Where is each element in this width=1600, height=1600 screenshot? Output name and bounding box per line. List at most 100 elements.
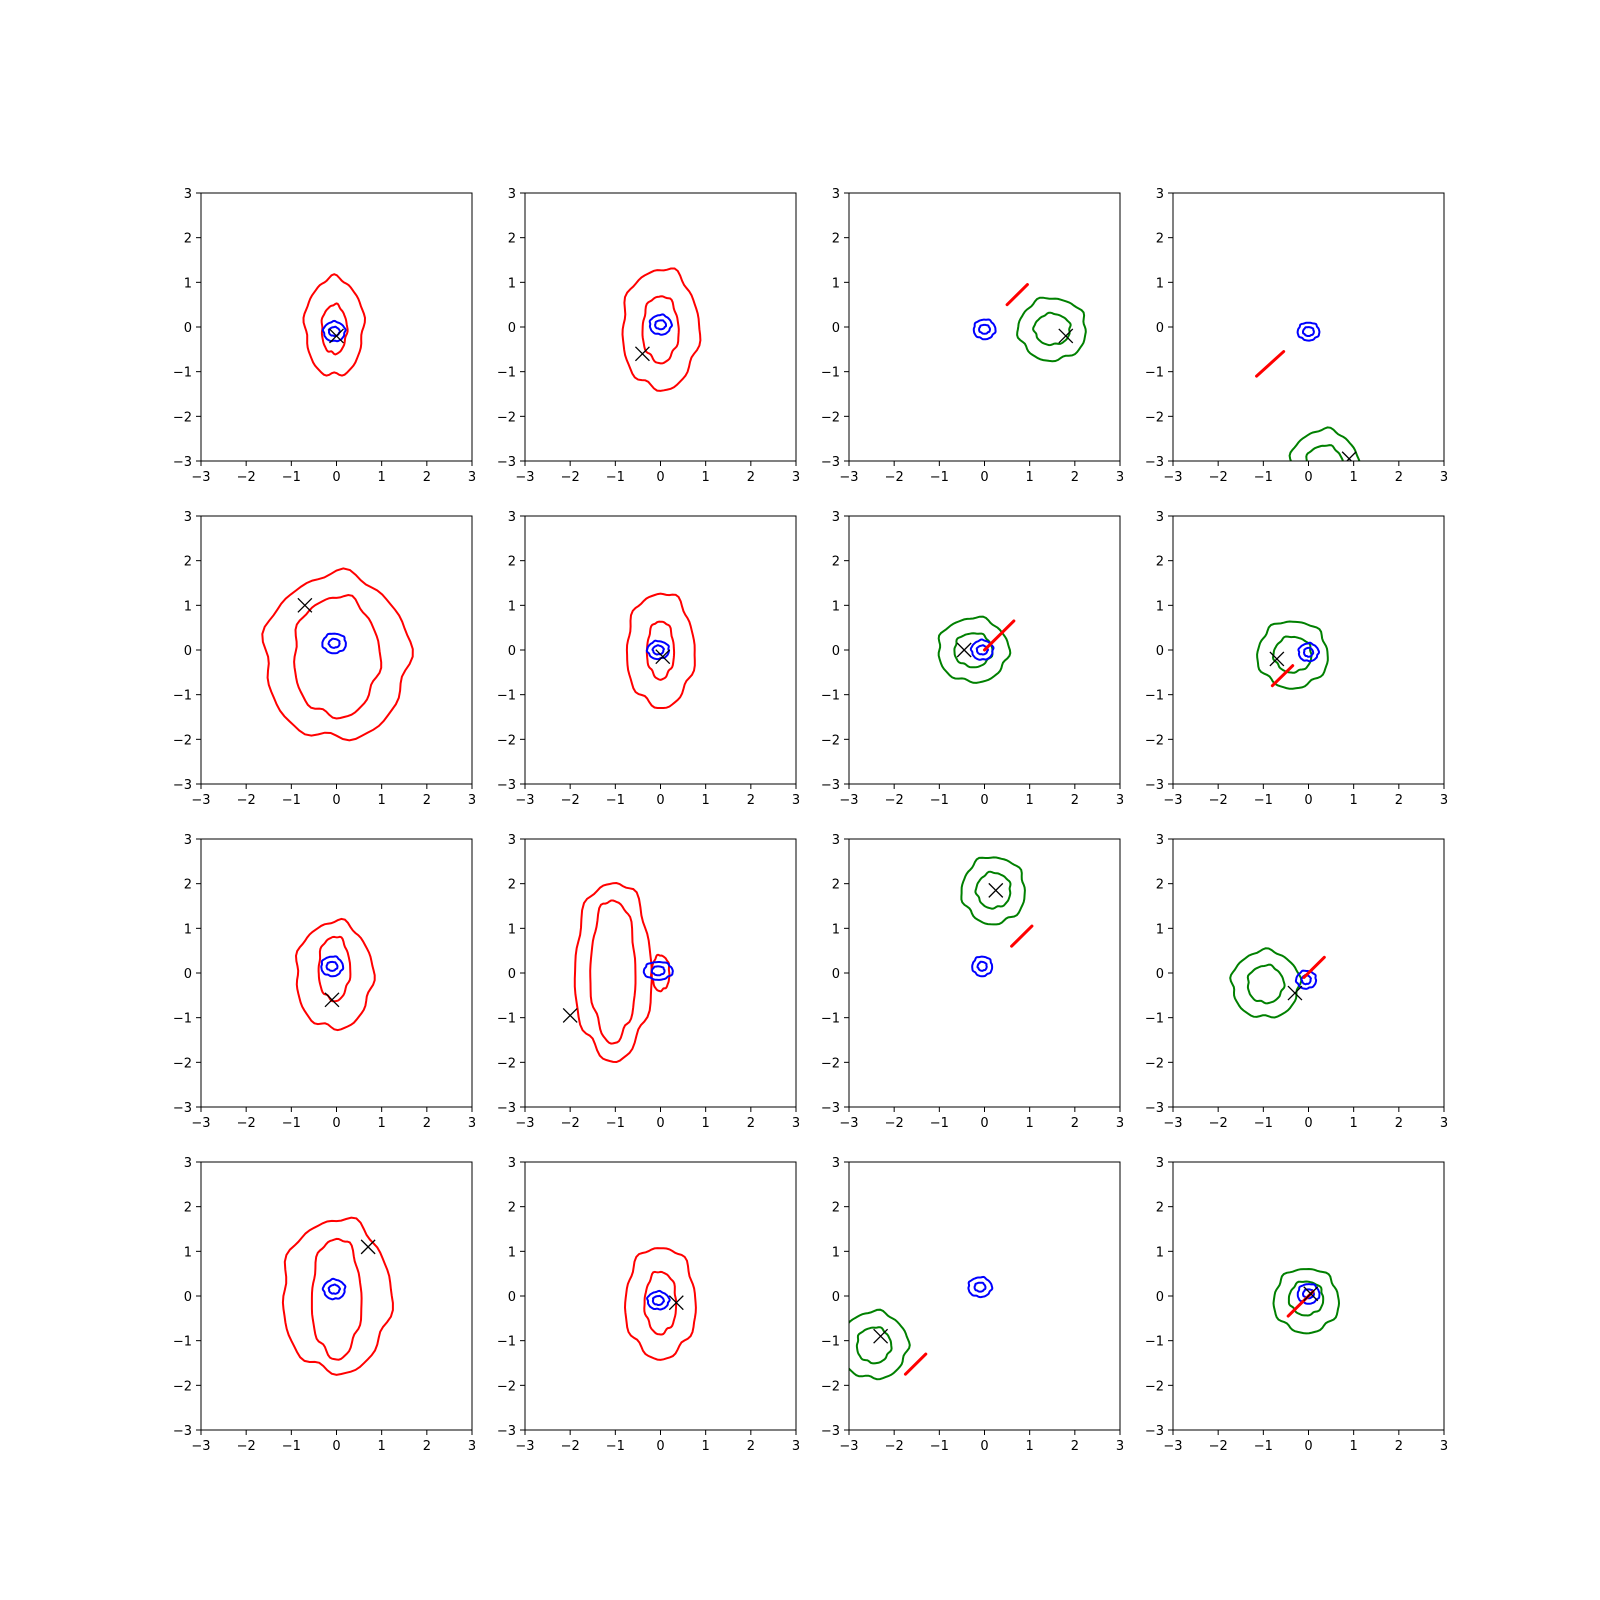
- axes-frame: [848, 838, 1121, 1108]
- blue-contour: [972, 318, 997, 341]
- plot-area: [621, 267, 702, 392]
- y-tick-label: 1: [1156, 599, 1164, 614]
- y-tick-label: −1: [173, 1012, 192, 1027]
- y-tick-label: 0: [1156, 321, 1164, 336]
- y-tick-label: −3: [821, 1101, 840, 1116]
- y-tick-label: −1: [1145, 1012, 1164, 1027]
- red-contour: [643, 1270, 678, 1336]
- x-tick-label: 0: [1304, 793, 1312, 808]
- y-tick-label: 0: [832, 644, 840, 659]
- x-marker: [1341, 451, 1357, 461]
- x-marker-stroke: [873, 1328, 889, 1344]
- x-tick-label: 0: [656, 470, 664, 485]
- y-tick-label: −1: [497, 689, 516, 704]
- y-tick-label: −3: [173, 1424, 192, 1439]
- blue-contour: [1303, 646, 1315, 658]
- blue-contour: [642, 961, 674, 981]
- x-marker: [1303, 1286, 1319, 1302]
- red-contour: [317, 935, 352, 1003]
- red-contour: [294, 917, 376, 1032]
- subplot-2: −3 −2 −1 0 1 2 3 −3 −2 −1 0 1 2 3: [497, 187, 800, 485]
- blue-contour: [646, 1289, 671, 1311]
- y-tick-label: 2: [184, 1201, 192, 1216]
- red-line-segment: [983, 619, 1016, 652]
- x-tick-label: 3: [792, 1116, 800, 1131]
- x-tick-label: −2: [561, 470, 580, 485]
- x-marker-stroke: [329, 328, 344, 344]
- y-tick-label: 3: [508, 187, 516, 202]
- y-tick-label: −2: [173, 410, 192, 425]
- y-tick-label: −1: [173, 1335, 192, 1350]
- y-tick-label: −1: [497, 1335, 516, 1350]
- y-tick-label: 0: [832, 1290, 840, 1305]
- subplot-3: −3 −2 −1 0 1 2 3 −3 −2 −1 0 1 2 3: [821, 187, 1124, 485]
- green-contour: [855, 1326, 893, 1365]
- plot-area: [302, 273, 367, 377]
- y-tick-label: −2: [497, 733, 516, 748]
- blue-contour: [1296, 1283, 1321, 1305]
- x-tick-label: −3: [1163, 1116, 1182, 1131]
- green-contour: [974, 870, 1012, 910]
- x-tick-label: −1: [1254, 793, 1273, 808]
- x-tick-label: 3: [468, 1439, 476, 1454]
- x-tick-label: 2: [747, 470, 755, 485]
- plot-area: [261, 567, 414, 742]
- x-tick-label: −3: [515, 470, 534, 485]
- green-contour: [1271, 635, 1313, 674]
- x-tick-label: 0: [980, 470, 988, 485]
- y-tick-label: −2: [173, 1056, 192, 1071]
- x-tick-label: −2: [1209, 1439, 1228, 1454]
- x-tick-label: 0: [980, 1439, 988, 1454]
- blue-contour: [648, 313, 673, 336]
- blue-contour: [651, 1294, 665, 1306]
- y-tick-label: 2: [184, 232, 192, 247]
- y-tick-label: −1: [821, 1335, 840, 1350]
- y-tick-label: −1: [821, 689, 840, 704]
- x-marker-stroke: [988, 882, 1004, 898]
- y-tick-label: −2: [1145, 733, 1164, 748]
- x-tick-label: −1: [606, 793, 625, 808]
- x-marker: [324, 992, 340, 1008]
- x-tick-label: −2: [1209, 1116, 1228, 1131]
- x-marker: [562, 1007, 578, 1023]
- y-tick-label: 3: [184, 833, 192, 848]
- red-line-segment: [1005, 283, 1029, 307]
- red-contour: [621, 267, 702, 392]
- x-tick-label: 3: [1440, 1439, 1448, 1454]
- x-tick-label: 2: [423, 1439, 431, 1454]
- red-contour: [261, 567, 414, 742]
- subplot-13: −3 −2 −1 0 1 2 3 −3 −2 −1 0 1 2 3: [173, 1156, 476, 1454]
- x-tick-label: 3: [1116, 793, 1124, 808]
- x-tick-label: 3: [1116, 470, 1124, 485]
- plot-area: [972, 283, 1087, 363]
- y-tick-label: −3: [821, 1424, 840, 1439]
- x-tick-label: −2: [561, 1116, 580, 1131]
- red-contour: [281, 1216, 394, 1376]
- y-tick-label: 2: [508, 232, 516, 247]
- y-tick-label: 0: [184, 644, 192, 659]
- x-tick-label: −1: [282, 470, 301, 485]
- x-tick-label: 1: [1350, 470, 1358, 485]
- x-marker: [1287, 985, 1303, 1001]
- x-marker-stroke: [297, 597, 313, 613]
- red-contour: [310, 1237, 363, 1361]
- y-tick-label: 3: [1156, 187, 1164, 202]
- x-tick-label: 2: [747, 1116, 755, 1131]
- plot-area: [1255, 321, 1361, 461]
- y-tick-label: 3: [832, 833, 840, 848]
- blue-contour: [1297, 641, 1321, 663]
- x-tick-label: 2: [747, 1439, 755, 1454]
- x-tick-label: −3: [839, 1439, 858, 1454]
- x-marker: [360, 1239, 376, 1255]
- y-tick-label: 3: [508, 510, 516, 525]
- y-tick-label: 3: [184, 187, 192, 202]
- y-tick-label: −3: [497, 455, 516, 470]
- blue-contour: [971, 955, 994, 978]
- x-tick-label: −3: [191, 793, 210, 808]
- x-tick-label: 1: [702, 470, 710, 485]
- x-tick-label: 2: [1395, 1116, 1403, 1131]
- x-tick-label: −3: [191, 470, 210, 485]
- green-contour: [937, 615, 1012, 684]
- x-marker: [329, 328, 344, 344]
